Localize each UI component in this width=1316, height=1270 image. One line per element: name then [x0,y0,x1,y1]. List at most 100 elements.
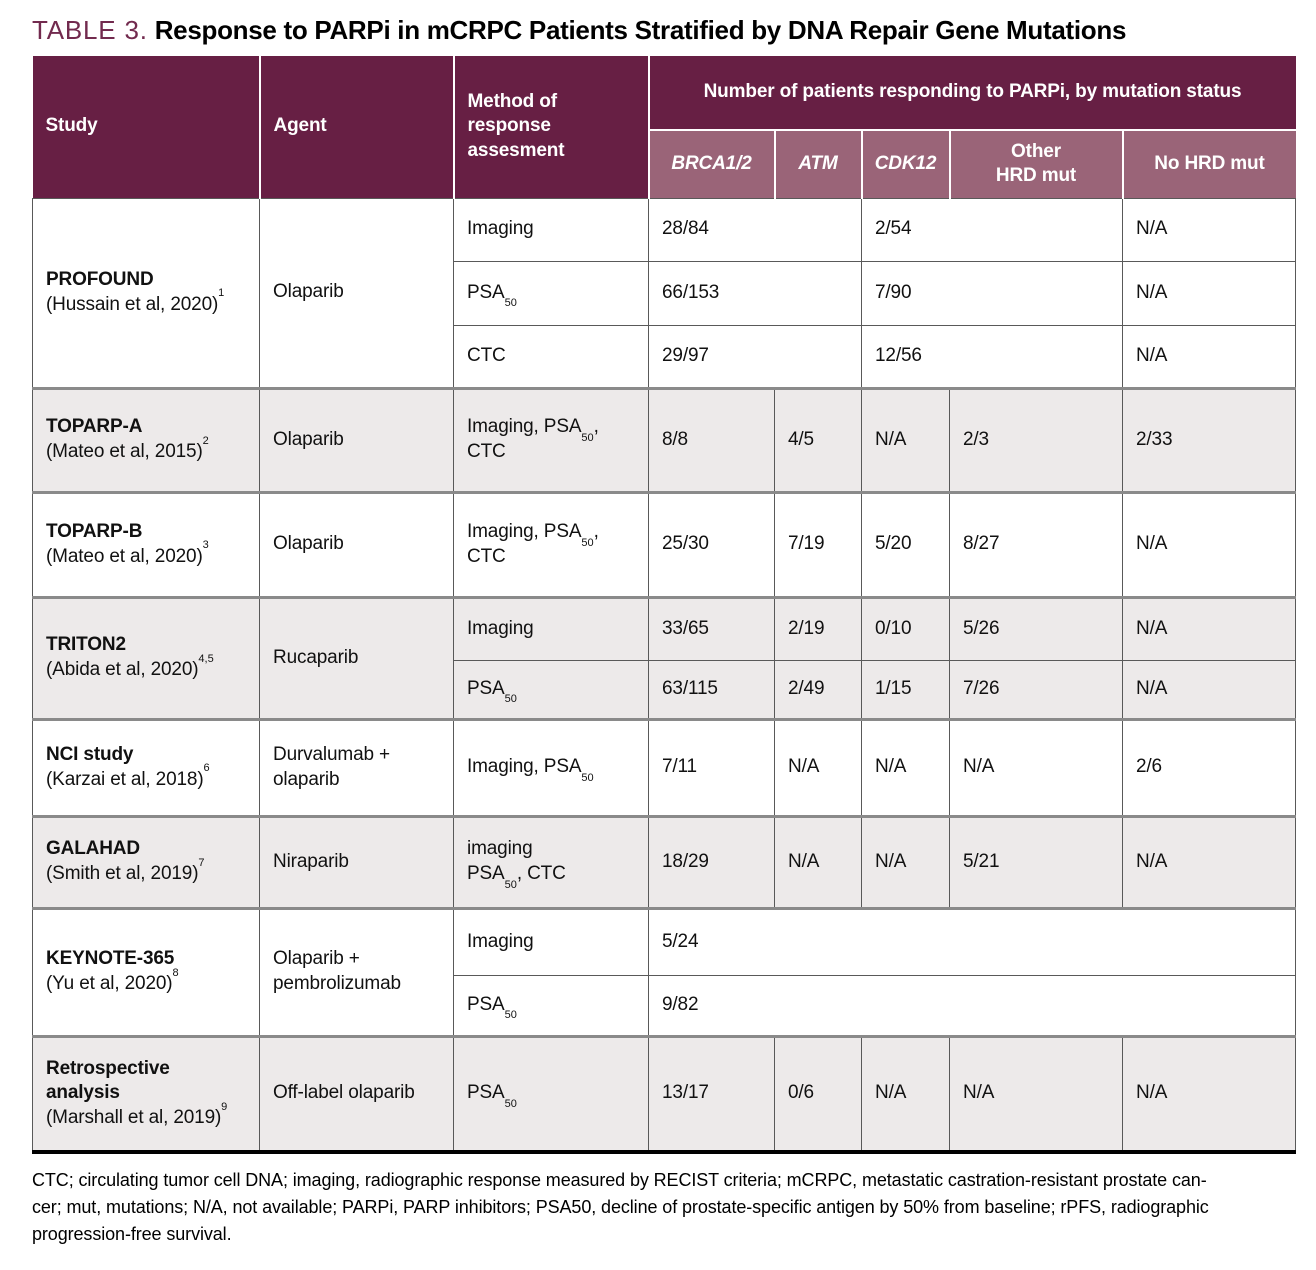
psa50-subscript: 50 [504,693,517,706]
value-cell: N/A [861,1034,950,1154]
col-header-no-hrd: No HRD mut [1122,130,1296,198]
value-cell: 8/8 [648,386,775,493]
study-ref: 9 [221,1100,228,1113]
method-text: PSA [467,281,505,303]
value-cell: 4/5 [774,386,862,493]
table-row: PSA50 63/115 2/49 1/15 7/26 N/A [33,659,1296,720]
agent-cell: Olaparib + pembrolizumab [259,906,454,1037]
psa50-subscript: 50 [581,536,594,549]
value-cell: 2/54 [861,197,1123,262]
psa50-subscript: 50 [504,1098,517,1111]
value-cell: N/A [1122,490,1296,598]
method-cell: PSA50 [453,260,649,326]
method-cell: CTC [453,324,649,389]
table-row: GALAHAD (Smith et al, 2019)7 Niraparib im… [32,814,1296,909]
value-cell: 5/20 [861,490,950,598]
study-citation: (Marshall et al, 2019) [46,1107,222,1129]
table-number-label: TABLE 3. [32,15,148,45]
table-row: NCI study (Karzai et al, 2018)6 Durvaluma… [32,717,1296,817]
value-cell: 7/19 [774,490,862,598]
group-toparp-a: TOPARP-A (Mateo et al, 2015)2 Olaparib Im… [32,386,1296,493]
agent-cell: Rucaparib [259,595,454,720]
method-text: CTC [467,441,506,462]
table-row: PROFOUND (Hussain et al, 2020)1 Olaparib … [32,197,1296,389]
study-cell: NCI study (Karzai et al, 2018)6 [32,717,260,817]
agent-cell: Off-label olaparib [259,1034,454,1154]
value-cell: 2/3 [949,386,1123,493]
method-text: , [593,416,599,438]
method-text: PSA [467,1082,505,1104]
table-row: CTC 29/97 12/56 N/A [33,324,1296,389]
header-row-sub: BRCA1/2 ATM CDK12 Other HRD mut No HRD m… [33,130,1296,198]
study-ref: 2 [202,434,209,447]
value-cell: 28/84 [648,197,862,262]
psa50-subscript: 50 [504,1009,517,1022]
psa50-subscript: 50 [504,878,517,891]
group-keynote-365: KEYNOTE-365 (Yu et al, 2020)8 Olaparib + … [32,906,1296,1037]
col-header-other-hrd: Other HRD mut [949,130,1124,198]
study-cell: KEYNOTE-365 (Yu et al, 2020)8 [32,906,260,1037]
table-title: TABLE 3. Response to PARPi in mCRPC Pati… [32,14,1295,46]
value-cell: N/A [774,717,862,817]
header-row-top: Study Agent Method of response assesment… [32,56,1296,198]
table-row: TOPARP-A (Mateo et al, 2015)2 Olaparib Im… [32,386,1296,493]
value-cell: 7/90 [861,260,1123,326]
psa50-subscript: 50 [581,771,594,784]
study-ref: 6 [203,762,210,775]
method-cell: Imaging [453,595,649,661]
study-ref: 1 [218,287,225,300]
psa50-subscript: 50 [504,297,517,310]
value-cell: 5/26 [949,595,1123,661]
agent-cell: Olaparib [259,197,454,389]
method-text: PSA [467,993,505,1015]
value-cell: N/A [1122,595,1296,661]
value-cell: N/A [861,386,950,493]
method-cell: Imaging, PSA50, CTC [453,386,649,493]
study-name: NCI study [46,743,134,765]
value-cell: N/A [949,717,1123,817]
method-cell: Imaging, PSA50, CTC [453,490,649,598]
study-name: TOPARP-B [46,520,143,542]
study-citation: (Karzai et al, 2018) [46,768,204,790]
value-cell: 2/33 [1122,386,1296,493]
study-name: Retrospective analysis [46,1057,170,1104]
value-cell: 7/11 [648,717,775,817]
col-header-atm: ATM [774,130,863,198]
method-cell: Imaging [453,197,649,262]
value-cell: 12/56 [861,324,1123,389]
table-row: PSA50 9/82 [33,974,1296,1037]
col-header-agent: Agent [259,56,455,198]
method-cell: PSA50 [453,974,649,1037]
study-cell: Retrospective analysis (Marshall et al, 2… [32,1034,260,1154]
group-retrospective-analysis: Retrospective analysis (Marshall et al, 2… [32,1034,1296,1154]
value-cell: 18/29 [648,814,775,909]
value-cell: N/A [1122,814,1296,909]
value-cell: N/A [861,814,950,909]
value-cell: 8/27 [949,490,1123,598]
agent-cell: Durvalumab + olaparib [259,717,454,817]
group-toparp-b: TOPARP-B (Mateo et al, 2020)3 Olaparib Im… [32,490,1296,598]
table-header: Study Agent Method of response assesment… [32,56,1296,198]
value-cell: N/A [861,717,950,817]
method-cell: imaging PSA50, CTC [453,814,649,909]
study-ref: 4,5 [198,652,214,665]
study-name: TOPARP-A [46,416,143,438]
value-cell: 29/97 [648,324,862,389]
study-cell: TOPARP-A (Mateo et al, 2015)2 [32,386,260,493]
value-cell: 66/153 [648,260,862,326]
table-row: Retrospective analysis (Marshall et al, 2… [32,1034,1296,1154]
study-ref: 8 [172,966,179,979]
group-nci-study: NCI study (Karzai et al, 2018)6 Durvaluma… [32,717,1296,817]
method-text: Imaging, PSA [467,756,582,778]
study-name: TRITON2 [46,634,126,656]
study-citation: (Hussain et al, 2020) [46,293,219,315]
agent-cell: Olaparib [259,490,454,598]
value-cell: 25/30 [648,490,775,598]
value-cell: N/A [1122,1034,1296,1154]
study-citation: (Yu et al, 2020) [46,973,173,994]
value-cell: N/A [1122,659,1296,720]
value-cell: 9/82 [648,974,1296,1037]
value-cell: 2/49 [774,659,862,720]
value-cell: 33/65 [648,595,775,661]
